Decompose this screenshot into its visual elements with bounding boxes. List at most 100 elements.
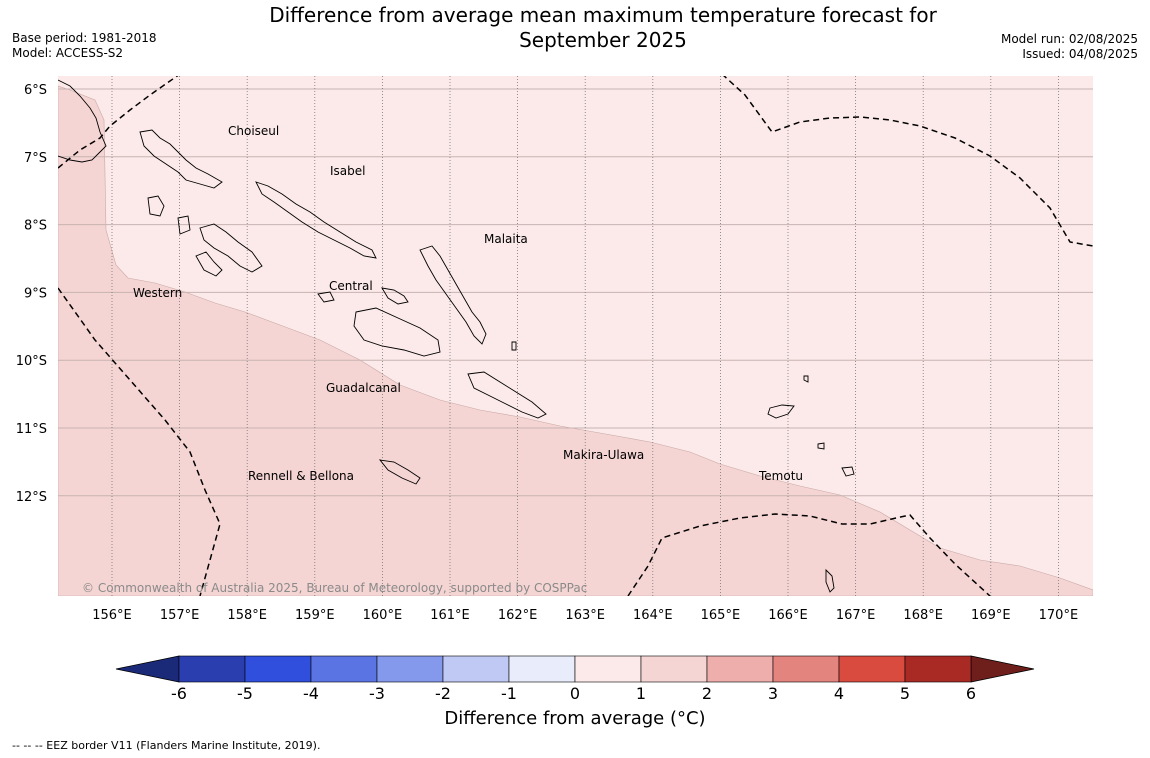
colorbar-label: Difference from average (°C) bbox=[444, 708, 706, 729]
colorbar-segment bbox=[904, 655, 972, 683]
chart-title: Difference from average mean maximum tem… bbox=[230, 3, 976, 53]
lon-label: 159°E bbox=[295, 608, 335, 623]
issued-date: Issued: 04/08/2025 bbox=[1022, 47, 1138, 61]
place-isabel: Isabel bbox=[330, 164, 365, 178]
lat-label: 7°S bbox=[24, 151, 47, 166]
lat-label: 12°S bbox=[16, 490, 47, 505]
colorbar-over-arrow bbox=[970, 655, 1035, 683]
florida-islands-coast bbox=[317, 287, 409, 305]
colorbar-segment bbox=[772, 655, 840, 683]
makira-coast bbox=[467, 371, 547, 419]
eez-border-south bbox=[627, 513, 991, 596]
longitude-labels: 156°E 157°E 158°E 159°E 160°E 161°E 162°E 163°E… bbox=[92, 608, 1078, 623]
lon-label: 157°E bbox=[160, 608, 200, 623]
eez-border-north bbox=[723, 76, 1093, 247]
colorbar-tick: 4 bbox=[834, 684, 844, 703]
eez-border-west bbox=[58, 287, 221, 596]
vella-lavella-coast bbox=[147, 195, 165, 217]
model-run: Model run: 02/08/2025 bbox=[1000, 32, 1138, 46]
place-choiseul: Choiseul bbox=[228, 124, 279, 138]
place-guadalcanal: Guadalcanal bbox=[326, 381, 401, 395]
shading-1-to-2 bbox=[58, 85, 1093, 596]
new-georgia-coast bbox=[177, 215, 263, 273]
latitude-labels: 6°S 7°S 8°S 9°S 10°S 11°S 12°S bbox=[16, 83, 47, 505]
colorbar-under-arrow bbox=[115, 655, 180, 683]
place-labels: Choiseul Isabel Malaita Central Western … bbox=[133, 124, 803, 483]
colorbar-segment bbox=[706, 655, 774, 683]
meta-right: Model run: 02/08/2025 Issued: 04/08/2025 bbox=[1001, 32, 1138, 62]
eez-borders bbox=[58, 76, 1093, 596]
lat-label: 11°S bbox=[16, 422, 47, 437]
place-malaita: Malaita bbox=[484, 232, 528, 246]
lon-label: 168°E bbox=[903, 608, 943, 623]
small-islet-5 bbox=[803, 375, 809, 383]
lon-label: 156°E bbox=[92, 608, 132, 623]
lon-label: 161°E bbox=[430, 608, 470, 623]
colorbar-segment bbox=[508, 655, 576, 683]
colorbar-tick: 2 bbox=[702, 684, 712, 703]
colorbar-tick: -5 bbox=[237, 684, 253, 703]
bougainville-coast bbox=[58, 79, 107, 163]
colorbar-segment bbox=[640, 655, 708, 683]
map-panel: Choiseul Isabel Malaita Central Western … bbox=[58, 76, 1093, 596]
rendova-coast bbox=[195, 251, 223, 277]
malaita-coast bbox=[419, 245, 487, 345]
coastlines bbox=[58, 79, 855, 593]
small-islet-2 bbox=[841, 466, 855, 477]
lon-label: 160°E bbox=[363, 608, 403, 623]
guadalcanal-coast bbox=[353, 307, 441, 357]
title-line-2: September 2025 bbox=[519, 28, 687, 52]
colorbar-tick: -4 bbox=[303, 684, 319, 703]
lon-label: 158°E bbox=[227, 608, 267, 623]
isabel-coast bbox=[255, 181, 377, 259]
small-islet-1 bbox=[817, 442, 825, 450]
lon-label: 165°E bbox=[701, 608, 741, 623]
colorbar-tick: 1 bbox=[636, 684, 646, 703]
small-islet-3 bbox=[825, 568, 835, 593]
lat-label: 8°S bbox=[24, 219, 47, 234]
base-period: Base period: 1981-2018 bbox=[12, 31, 157, 45]
colorbar-tick: -6 bbox=[171, 684, 187, 703]
place-central: Central bbox=[329, 279, 373, 293]
colorbar-segment bbox=[178, 655, 246, 683]
santa-cruz-coast bbox=[767, 404, 795, 419]
lon-label: 169°E bbox=[971, 608, 1011, 623]
colorbar-tick: 5 bbox=[900, 684, 910, 703]
place-rennell-bellona: Rennell & Bellona bbox=[248, 469, 354, 483]
small-islet-4 bbox=[511, 341, 517, 351]
lon-label: 166°E bbox=[768, 608, 808, 623]
colorbar-tick: -3 bbox=[369, 684, 385, 703]
colorbar-tick: -2 bbox=[435, 684, 451, 703]
colorbar-segment bbox=[574, 655, 642, 683]
colorbar-tick: 0 bbox=[570, 684, 580, 703]
eez-footnote: -- -- -- EEZ border V11 (Flanders Marine… bbox=[12, 739, 321, 752]
title-line-1: Difference from average mean maximum tem… bbox=[269, 3, 937, 27]
colorbar-segment bbox=[376, 655, 444, 683]
model-name: Model: ACCESS-S2 bbox=[12, 46, 124, 60]
colorbar-tick: 3 bbox=[768, 684, 778, 703]
lon-label: 167°E bbox=[836, 608, 876, 623]
lon-label: 163°E bbox=[565, 608, 605, 623]
colorbar-segment bbox=[442, 655, 510, 683]
colorbar-segment bbox=[310, 655, 378, 683]
place-temotu: Temotu bbox=[758, 469, 803, 483]
lat-label: 6°S bbox=[24, 83, 47, 98]
place-makira-ulawa: Makira-Ulawa bbox=[563, 448, 644, 462]
colorbar-segment bbox=[838, 655, 906, 683]
lat-label: 10°S bbox=[16, 354, 47, 369]
place-western: Western bbox=[133, 286, 182, 300]
colorbar-tick: -1 bbox=[501, 684, 517, 703]
colorbar-tick: 6 bbox=[966, 684, 976, 703]
meta-left: Base period: 1981-2018 Model: ACCESS-S2 bbox=[12, 31, 157, 61]
copyright-notice: © Commonwealth of Australia 2025, Bureau… bbox=[82, 581, 587, 595]
colorbar-segment bbox=[244, 655, 312, 683]
lon-label: 164°E bbox=[633, 608, 673, 623]
graticule bbox=[58, 76, 1093, 596]
colorbar: -6 -5 -4 -3 -2 -1 0 1 2 3 4 5 6 bbox=[115, 655, 1035, 703]
lat-label: 9°S bbox=[24, 286, 47, 301]
choiseul-coast bbox=[139, 129, 223, 189]
rennell-coast bbox=[378, 459, 421, 485]
lon-label: 162°E bbox=[498, 608, 538, 623]
lon-label: 170°E bbox=[1039, 608, 1079, 623]
